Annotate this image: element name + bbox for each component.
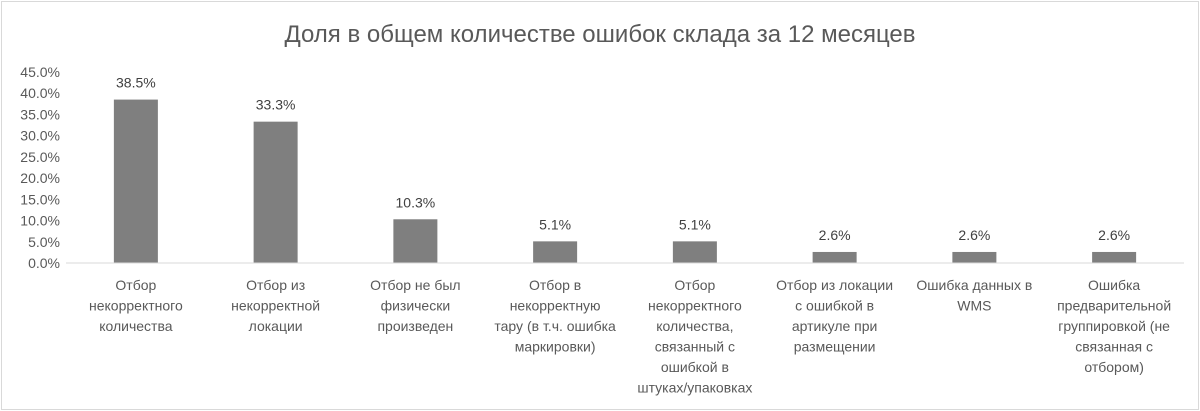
category-label: Ошибка данных в WMS — [916, 277, 1032, 314]
y-tick-label: 25.0% — [20, 149, 60, 165]
bars — [113, 99, 1137, 263]
category-label: Отбор некорректного количества, связанный с… — [637, 277, 752, 396]
bar — [1092, 251, 1137, 263]
category-label: Отбор не был физически произведен — [370, 277, 460, 334]
bar — [952, 251, 997, 263]
y-tick-label: 0.0% — [28, 255, 60, 271]
y-tick-label: 40.0% — [20, 85, 60, 101]
data-label: 33.3% — [256, 97, 296, 113]
data-label: 2.6% — [1098, 227, 1130, 243]
bar — [393, 219, 438, 263]
data-label: 2.6% — [958, 227, 990, 243]
y-tick-label: 45.0% — [20, 64, 60, 80]
category-label: Отбор из локации с ошибкой в артикуле при р… — [776, 277, 893, 355]
category-label: Ошибка предварительной группировкой (не свя… — [1057, 277, 1171, 375]
y-axis: 0.0% 5.0% 10.0% 15.0% 20.0% 25.0% 30.0% 35.0% 40… — [20, 64, 60, 271]
x-axis: Отбор некорректного количества Отбор из неко… — [89, 277, 1171, 396]
data-label: 10.3% — [396, 194, 436, 210]
data-label: 5.1% — [679, 216, 711, 232]
y-tick-label: 20.0% — [20, 170, 60, 186]
y-tick-label: 15.0% — [20, 191, 60, 207]
bar — [812, 251, 857, 263]
data-label: 38.5% — [116, 75, 156, 91]
data-labels: 38.5% 33.3% 10.3% 5.1% 5.1% 2.6% 2.6% 2.6% — [116, 75, 1130, 243]
category-label: Отбор из некорректной локации — [231, 277, 320, 334]
y-tick-label: 5.0% — [28, 234, 60, 250]
y-tick-label: 30.0% — [20, 128, 60, 144]
category-label: Отбор в некорректную тару (в т.ч. ошибка ма… — [494, 277, 616, 355]
bar — [533, 241, 578, 263]
y-tick-label: 10.0% — [20, 213, 60, 229]
y-tick-label: 35.0% — [20, 106, 60, 122]
data-label: 2.6% — [819, 227, 851, 243]
bar — [672, 241, 717, 263]
bar — [113, 99, 158, 263]
bar — [253, 121, 298, 263]
category-label: Отбор некорректного количества — [89, 277, 183, 334]
data-label: 5.1% — [539, 216, 571, 232]
chart-title: Доля в общем количестве ошибок склада за… — [284, 21, 915, 48]
